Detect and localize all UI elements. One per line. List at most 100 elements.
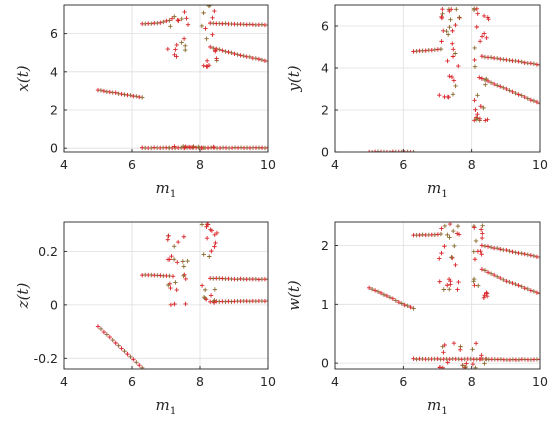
panel-w-chaotic-0-point (437, 256, 442, 261)
panel-w-chaotic-1-point (471, 279, 476, 284)
panel-w-chaotic-1-point (482, 292, 487, 298)
panel-z-branch-2-point (235, 277, 240, 282)
panel-w-chaotic-1 (471, 223, 490, 300)
panel-z-series (95, 222, 268, 369)
panel-y-chaotic-1-point (485, 117, 490, 122)
panel-w-ytick-label: 1 (321, 297, 329, 312)
panel-x-chaotic-0-point (172, 52, 177, 58)
panel-w-branch-0-point (378, 290, 384, 296)
panel-w-chaotic-2-point (451, 341, 457, 346)
panel-w-chaotic-0-point (455, 287, 460, 292)
panel-x-branch-0-point (98, 88, 104, 93)
panel-w-chaotic-2-point (462, 365, 468, 369)
panel-z-branch-0-point (116, 343, 121, 348)
panel-w-chaotic-0-point (448, 282, 453, 287)
panel-w-chaotic-0-point (452, 243, 457, 249)
panel-z-chaotic-0 (165, 233, 190, 308)
panel-x-branch-2-point (158, 20, 163, 25)
panel-x-branch-1-point (265, 145, 268, 150)
panel-w-branch-4-point (488, 271, 494, 276)
panel-y-chaotic-0-point (454, 7, 459, 12)
panel-x-branch-2-point (149, 21, 154, 26)
panel-x-chaotic-0-point (165, 46, 171, 52)
panel-y-branch-2-point (495, 56, 500, 61)
panel-w-ylabel: w(t) (285, 280, 303, 311)
panel-y-ytick-label: 6 (321, 19, 329, 34)
panel-w-chaotic-0-point (437, 279, 442, 284)
panel-y-chaotic-0-point (447, 25, 452, 30)
panel-x-chaotic-1-point (212, 8, 217, 14)
panel-w-chaotic-0-point (446, 276, 452, 282)
panel-z-chaotic-1-point (204, 222, 210, 227)
panel-z-branch-0-point (137, 362, 142, 368)
panel-x-xlabel: m1 (156, 179, 177, 200)
panel-y-chaotic-1-point (477, 116, 483, 122)
panel-y-chaotic-0-point (448, 17, 453, 22)
panel-x-chaotic-2-point (180, 144, 186, 149)
panel-w-chaotic-1-point (480, 231, 485, 236)
panel-x-branch-4-point (229, 50, 234, 55)
panel-y-chaotic-0-point (440, 7, 445, 12)
panel-z-ytick-label: 0.2 (38, 244, 58, 259)
panel-w-branch-0-point (390, 296, 396, 301)
panel-z-chaotic-1-point (201, 295, 207, 300)
panel-y-xtick-label: 8 (468, 157, 476, 172)
panel-y-branch-3-point (519, 93, 524, 98)
panel-x-chaotic-2-point (172, 144, 177, 149)
panel-w-chaotic-1-point (473, 238, 479, 244)
panel-z-chaotic-0-point (166, 282, 171, 288)
panel-y-chaotic-1-point (474, 6, 480, 12)
panel-w: 4 6 8 10 0 1 2 m1 w(t) (285, 221, 548, 417)
panel-w-branch-3-point (485, 244, 491, 249)
panel-z-chaotic-1-point (212, 232, 217, 238)
panel-x-chaotic-2-point (196, 144, 201, 150)
panel-w-branch-0-point (387, 295, 393, 300)
panel-x-chaotic-1-point (204, 58, 210, 64)
panel-z-chaotic-1-point (204, 297, 209, 302)
panel-w-branch-0-point (375, 289, 381, 294)
panel-w-branch-4 (479, 267, 540, 296)
panel-y-branch-2 (479, 54, 540, 68)
panel-y-branch-0-point (387, 150, 393, 152)
panel-w-chaotic-0-point (449, 255, 454, 260)
panel-w-branch-3-point (495, 246, 500, 251)
panel-y-chaotic-0-point (450, 92, 456, 97)
panel-y-chaotic-1-point (472, 98, 477, 103)
panel-y-chaotic-0 (437, 7, 462, 100)
panel-w-branch-4-point (519, 284, 524, 289)
panel-w-branch-4-point (531, 289, 537, 294)
panel-w-branch-0-point (381, 292, 387, 297)
panel-w-branch-4-point (482, 268, 488, 273)
panel-w-chaotic-2-point (484, 356, 489, 362)
panel-w-chaotic-0-point (439, 226, 444, 231)
panel-y-chaotic-0-point (450, 54, 456, 59)
panel-z-chaotic-1-point (213, 240, 218, 246)
panel-y-chaotic-1 (471, 6, 491, 123)
panel-z-branch-0-point (140, 365, 145, 369)
panel-y-chaotic-1-point (477, 75, 482, 80)
panel-x-branch-0-point (107, 89, 112, 95)
panel-x-xtick-label: 8 (196, 157, 204, 172)
panel-w-chaotic-1-point (472, 257, 478, 262)
panel-y-chaotic-0-point (439, 39, 444, 44)
panel-x-ytick-label: 0 (50, 141, 58, 156)
panel-y-chaotic-1-point (477, 39, 483, 44)
panel-z-chaotic-0-point (171, 244, 177, 249)
panel-x-branch-0-point (140, 95, 145, 100)
panel-z-chaotic-0-point (183, 301, 188, 307)
panel-w-branch-3-point (528, 253, 534, 258)
panel-x-branch-0-point (101, 88, 107, 94)
panel-z: 4 6 8 10 -0.2 0 0.2 m1 z(t) (14, 221, 276, 417)
panel-w-branch-4-point (507, 279, 512, 285)
panel-z-chaotic-0-point (172, 301, 177, 307)
panel-x-xtick-label: 10 (260, 157, 276, 172)
panel-w-branch-0-point (366, 285, 372, 291)
panel-w-branch-3-point (519, 251, 524, 256)
panel-x-branch-4-point (220, 48, 225, 53)
panel-z-chaotic-1-point (199, 222, 205, 227)
panel-w-branch-0-point (384, 293, 390, 299)
panel-x-chaotic-2-point (199, 145, 204, 151)
panel-y-branch-3-point (522, 94, 527, 100)
panel-z-xlabel: m1 (156, 396, 177, 417)
